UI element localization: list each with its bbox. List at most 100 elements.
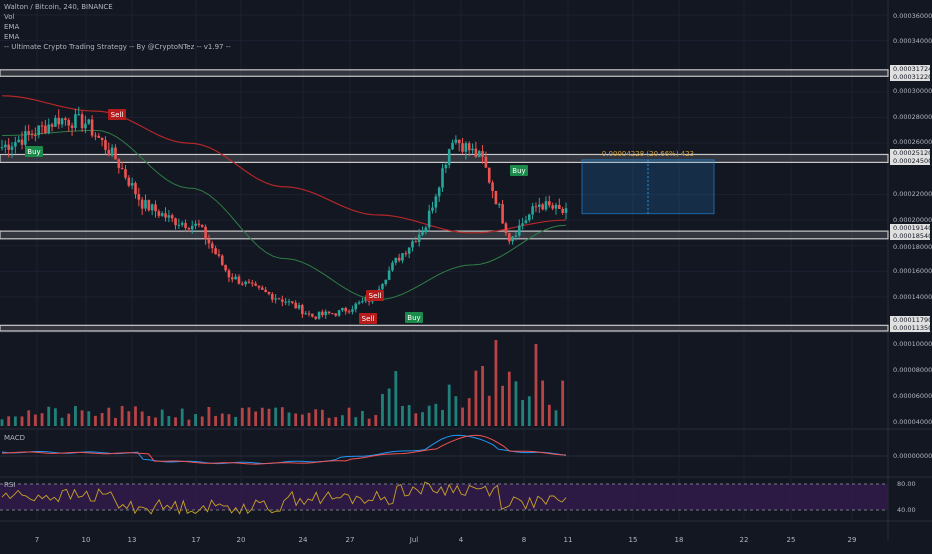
volume-bar [100,413,104,426]
volume-bar [13,416,17,426]
candle-body [534,206,538,208]
volume-bar [320,409,324,426]
candle-body [0,147,4,149]
strategy-label[interactable]: -- Ultimate Crypto Trading Strategy -- B… [4,43,231,51]
vol-label[interactable]: Vol [4,13,15,21]
time-tick: 8 [522,536,526,544]
volume-bar [214,415,217,426]
candle-body [517,225,521,236]
signal-label: Sell [111,111,124,119]
price-tick: 0.00022000 [893,190,932,198]
candle-body [144,200,147,209]
volume-bar [354,417,358,426]
candle-body [277,298,281,300]
volume-bar [394,371,398,426]
volume-bar [114,417,117,426]
candle-body [90,119,94,136]
price-tick: 0.00026000 [893,138,932,146]
zone-price-label: 0.00011350 [893,324,932,332]
ema-lines [1,95,567,301]
volume-bar [180,408,184,426]
candle-body [477,151,481,158]
macd-pane: MACD [0,434,888,465]
candle-body [100,137,104,141]
candle-body [67,119,71,126]
signal-label: Buy [27,148,40,156]
zone-price-label: 0.00031724 [893,65,932,73]
zone-box [0,153,889,164]
candle-body [297,305,301,309]
volume-bar [521,400,525,426]
volume-tick: 0.00004000 [893,418,932,426]
zone-price-label: 0.00024500 [893,157,932,165]
candle-body [224,264,227,271]
volume-bar [307,412,311,426]
zone-price-box [890,224,930,232]
candle-body [60,118,64,125]
rsi-line [1,481,567,516]
candle-body [467,143,471,151]
price-tick: 0.00018000 [893,243,932,251]
candle-body [461,143,464,152]
candle-body [411,241,414,248]
candle-body [564,208,568,213]
volume-bar [60,417,64,426]
zone-price-box [890,232,930,240]
candle-body [501,204,504,224]
macd-line [1,434,567,465]
zone-price-box [890,324,930,332]
zone-box [0,230,889,240]
zone-price-box [890,316,930,324]
volume-bar [367,418,371,426]
candle-body [361,301,364,303]
measure-tool[interactable]: 0.00004228 (20.66%) 423 [581,150,715,215]
volume-bar [434,403,438,426]
time-tick: Jul [409,536,419,544]
candle-body [120,167,124,170]
ema-label-1[interactable]: EMA [4,23,20,31]
time-tick: 15 [629,536,638,544]
volume-bar [33,414,37,426]
candle-body [387,270,391,280]
volume-bar [107,407,111,426]
candle-body [217,254,221,256]
volume-bar [287,412,291,426]
zone-box [0,69,889,77]
signal-label: Sell [369,292,382,300]
candle-body [441,168,444,188]
candle-body [414,241,418,243]
volume-bar [200,416,204,426]
buy-signal [25,146,43,157]
price-tick: 0.00036000 [893,12,932,20]
symbol-line[interactable]: Walton / Bitcoin, 240, BINANCE [4,3,113,11]
candle-body [431,207,434,211]
volume-bar [260,407,264,426]
time-tick: 20 [237,536,246,544]
candle-body [207,239,211,244]
candle-body [174,218,177,226]
time-tick: 10 [82,536,91,544]
rsi-tick: 40.00 [897,506,916,514]
volume-bar [134,406,137,426]
candle-body [114,147,117,160]
candle-body [214,248,217,255]
volume-bar [267,408,271,426]
candle-body [187,227,191,230]
ema-long-line [1,95,567,234]
volume-bar [274,407,278,426]
signal-label: Buy [512,167,525,175]
volume-bar [0,419,4,426]
volume-bar [187,419,191,426]
zone-price-label: 0.00018540 [893,232,932,240]
candle-body [24,131,27,145]
signal-label: Buy [407,314,420,322]
zone-price-label: 0.00019140 [893,224,932,232]
volume-bar [40,413,44,426]
volume-bar [507,371,511,426]
candle-body [354,303,358,310]
candle-body [17,139,20,143]
volume-bar [441,409,444,426]
ema-label-2[interactable]: EMA [4,33,20,41]
